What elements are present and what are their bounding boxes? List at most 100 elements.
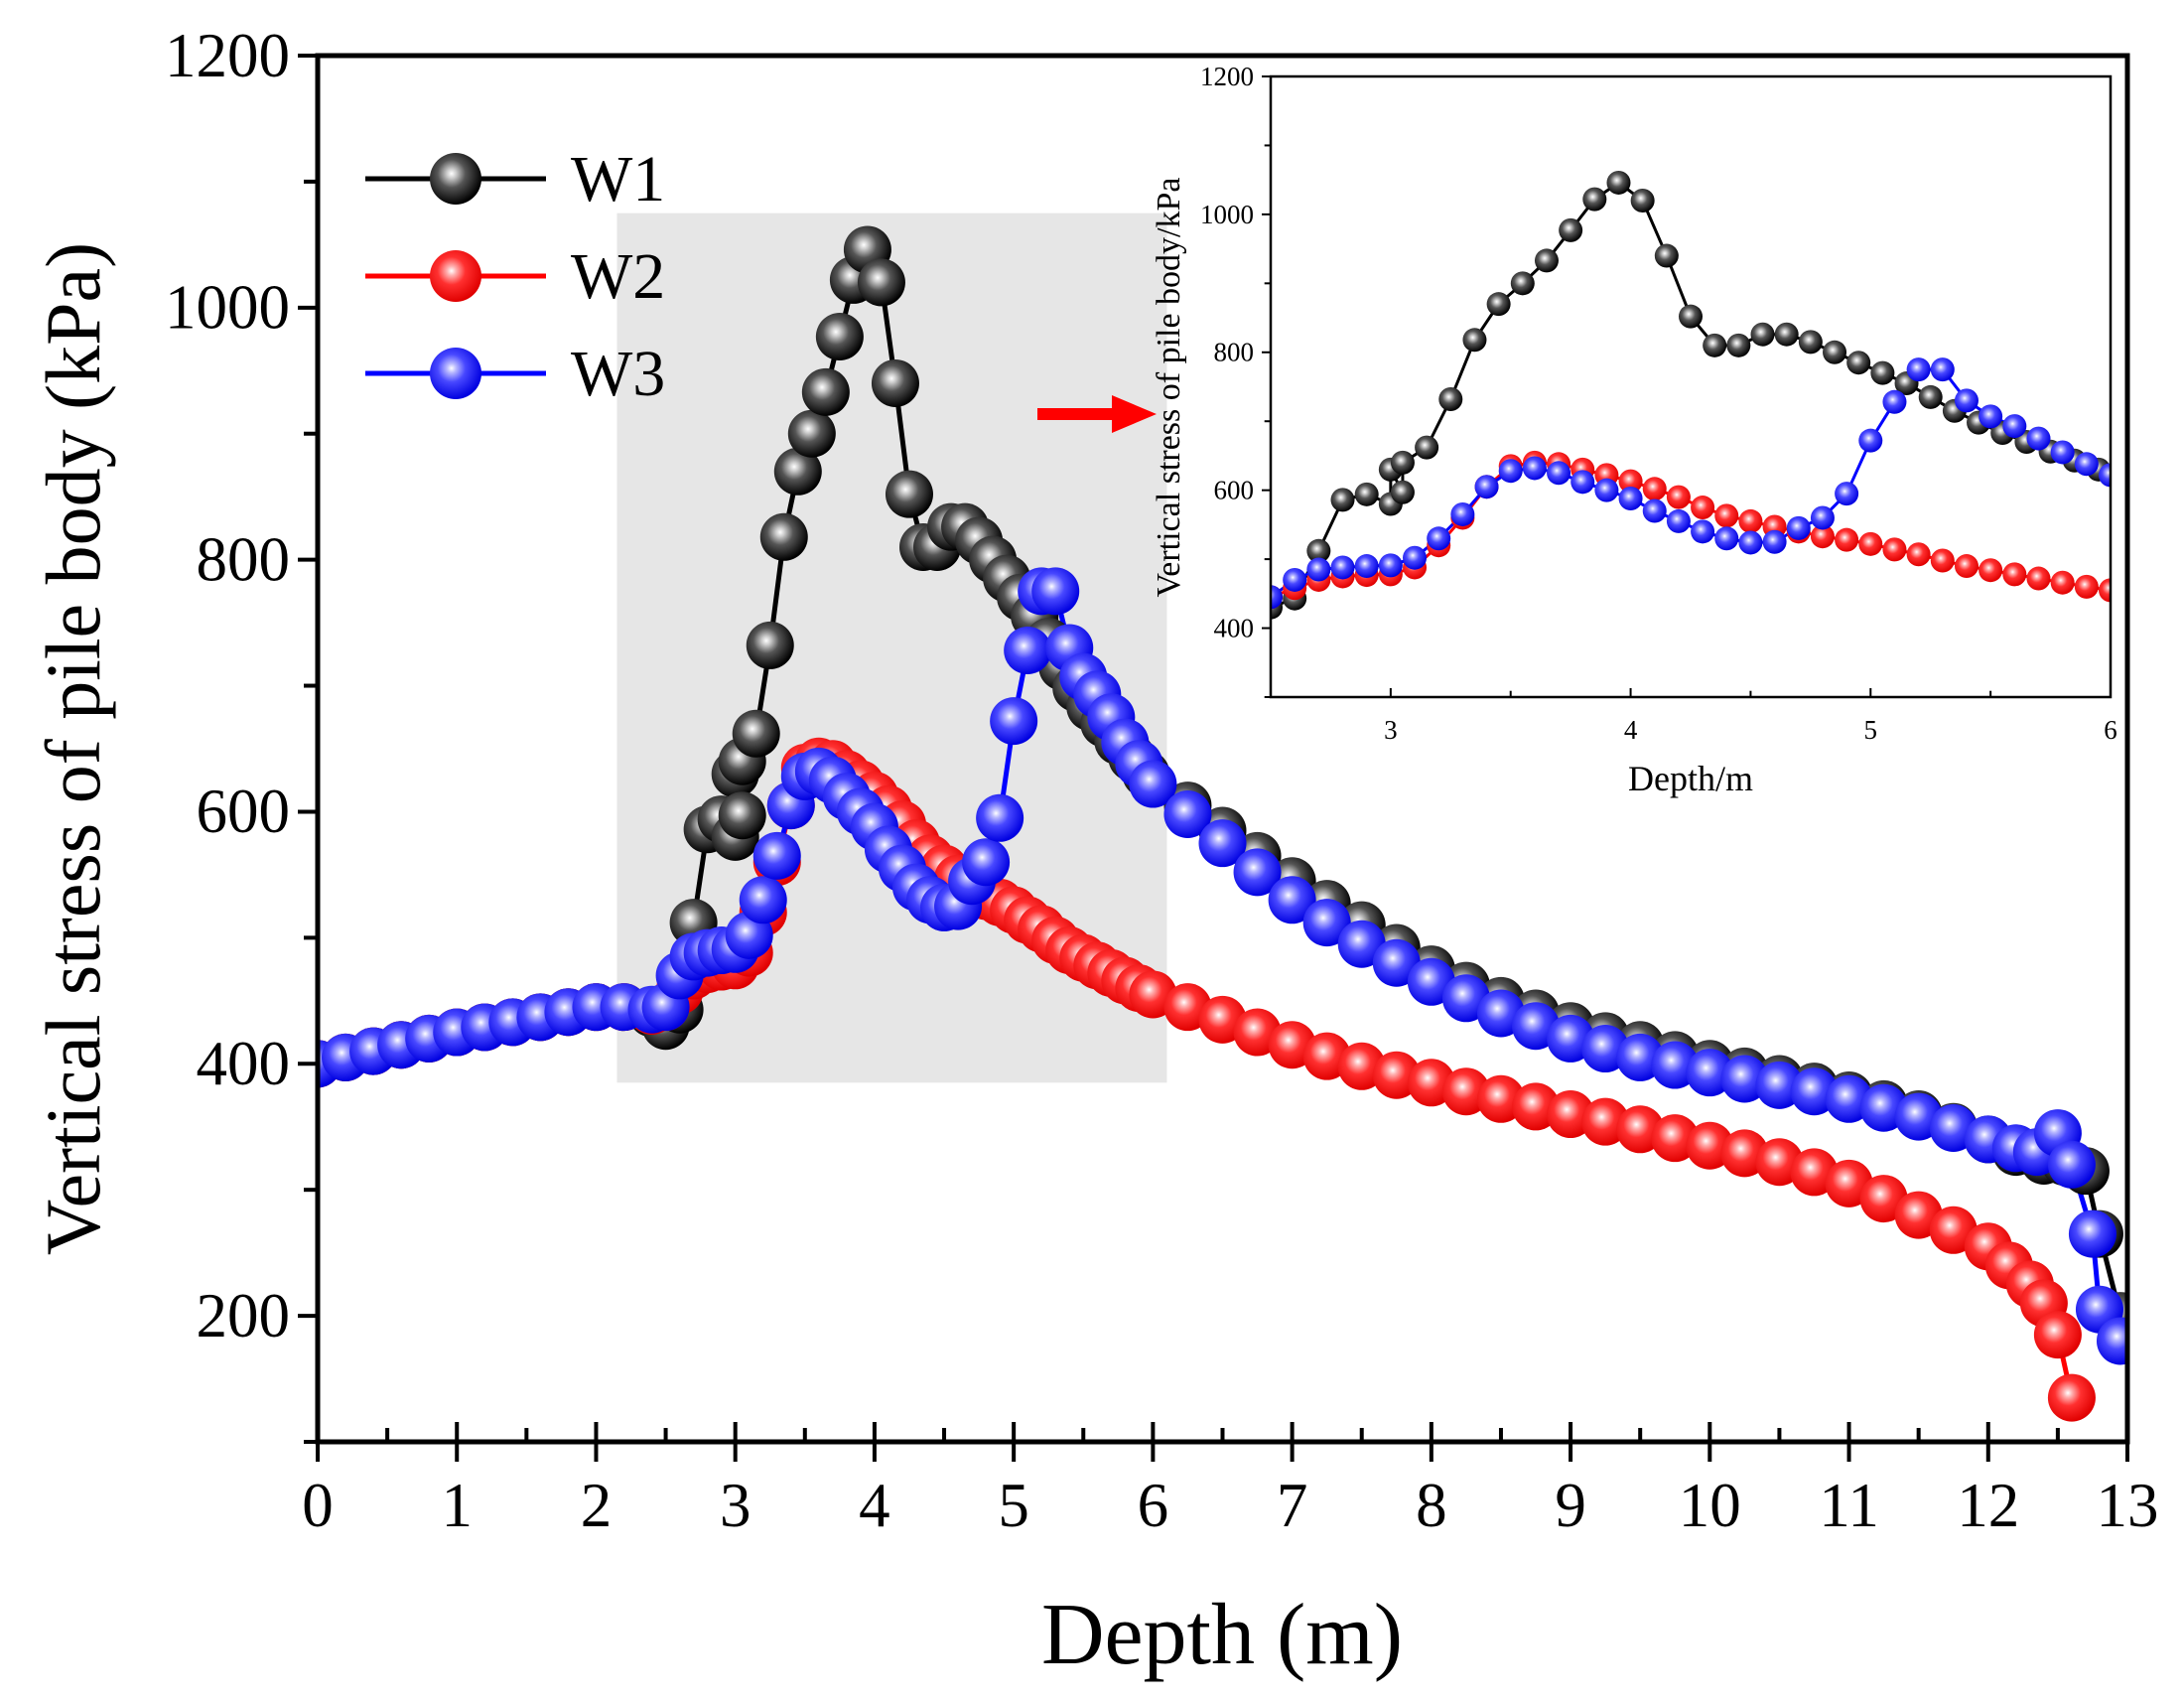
legend-label-W2: W2 [571, 240, 665, 313]
main-x-tick-label: 6 [1138, 1471, 1169, 1540]
inset-data-point-W2 [1618, 469, 1643, 494]
legend-marker-W2 [430, 250, 481, 302]
inset-data-point-W1 [1703, 333, 1727, 357]
inset-data-point-W2 [1738, 508, 1763, 533]
main-y-tick-label: 200 [197, 1281, 291, 1350]
inset-data-point-W1 [1582, 187, 1607, 212]
inset-data-point-W1 [1774, 322, 1799, 347]
main-x-tick-label: 1 [441, 1471, 473, 1540]
inset-data-point-W3 [1858, 428, 1883, 453]
main-x-tick-label: 7 [1277, 1471, 1308, 1540]
inset-data-point-W3 [1882, 389, 1907, 414]
inset-data-point-W1 [1798, 330, 1823, 355]
main-data-point-W1 [871, 358, 919, 407]
inset-data-point-W1 [1679, 304, 1703, 329]
main-x-tick-label: 9 [1555, 1471, 1586, 1540]
inset-data-point-W2 [2099, 578, 2111, 603]
main-x-tick-label: 8 [1416, 1471, 1447, 1540]
inset-background [1271, 76, 2111, 697]
inset-data-point-W1 [1462, 328, 1487, 353]
main-data-point-W3 [1372, 938, 1421, 987]
main-data-point-W3 [1031, 567, 1080, 616]
main-y-tick-label: 1000 [165, 273, 290, 343]
main-x-tick-label: 13 [2097, 1471, 2159, 1540]
inset-x-tick-label: 6 [2104, 715, 2117, 745]
main-y-tick-label: 400 [197, 1029, 291, 1098]
inset-data-point-W3 [1283, 567, 1307, 592]
inset-data-point-W3 [1427, 526, 1451, 551]
inset-data-point-W1 [1870, 360, 1895, 385]
main-data-point-W3 [1302, 899, 1351, 947]
inset-data-point-W1 [1486, 292, 1511, 317]
inset-data-point-W2 [1882, 537, 1907, 562]
inset-data-point-W1 [1330, 488, 1355, 512]
inset-data-point-W3 [1954, 388, 1979, 413]
inset-data-point-W3 [1306, 557, 1331, 582]
inset-data-point-W1 [1630, 189, 1655, 213]
inset-data-point-W3 [1906, 357, 1931, 382]
inset-y-axis-label: Vertical stress of pile body/kPa [1151, 177, 1187, 597]
inset-data-point-W1 [1235, 589, 1259, 613]
main-data-point-W3 [1337, 920, 1386, 968]
main-data-point-W1 [815, 313, 864, 361]
inset-data-point-W1 [1726, 333, 1751, 357]
inset-data-point-W3 [1762, 529, 1787, 554]
y-axis-label: Vertical stress of pile body (kPa) [30, 242, 116, 1255]
main-data-point-W3 [1268, 876, 1316, 924]
inset-data-point-W2 [1714, 503, 1739, 528]
main-data-point-W3 [990, 697, 1038, 746]
inset-data-point-W2 [1930, 548, 1955, 573]
legend-item-W3: W3 [365, 338, 665, 410]
main-data-point-W3 [962, 838, 1011, 887]
inset-data-point-W3 [1378, 553, 1403, 578]
inset-data-point-W1 [1606, 170, 1631, 195]
inset-data-point-W2 [2050, 570, 2075, 595]
inset-data-point-W3 [1979, 404, 2003, 429]
inset-x-tick-label: 3 [1384, 715, 1398, 745]
inset-data-point-W3 [2026, 426, 2051, 451]
main-data-point-W3 [1004, 627, 1052, 675]
inset-data-point-W2 [2002, 562, 2027, 587]
main-data-point-W1 [732, 709, 780, 758]
red-arrow-icon [1037, 395, 1157, 433]
inset-data-point-W2 [1835, 527, 1859, 552]
inset-data-point-W2 [1666, 485, 1691, 509]
x-axis-label: Depth (m) [1041, 1587, 1403, 1683]
main-data-point-W3 [1163, 789, 1212, 838]
inset-x-axis-label: Depth/m [1628, 759, 1753, 798]
inset-data-point-W2 [1642, 477, 1667, 501]
main-data-point-W3 [2096, 1317, 2127, 1365]
inset-data-point-W3 [1354, 554, 1379, 579]
inset-data-point-W3 [1271, 585, 1283, 610]
main-x-tick-label: 2 [581, 1471, 613, 1540]
inset-frame [1269, 74, 2113, 699]
inset-data-point-W2 [2074, 574, 2099, 599]
main-data-point-W2 [2047, 1373, 2096, 1422]
inset-data-point-W3 [1522, 456, 1547, 481]
inset-data-point-W1 [1415, 435, 1439, 460]
inset-data-point-W3 [1738, 530, 1763, 555]
inset-data-point-W1 [1306, 538, 1331, 563]
inset-data-point-W1 [1534, 248, 1559, 273]
inset-data-point-W3 [1450, 501, 1475, 526]
inset-y-tick-label: 1000 [1200, 200, 1254, 229]
inset-data-point-W2 [1810, 524, 1835, 549]
main-y-tick-label: 800 [197, 524, 291, 594]
inset-data-point-W3 [1666, 508, 1691, 533]
inset-data-point-W3 [1835, 482, 1859, 506]
main-data-point-W1 [746, 621, 794, 669]
inset-data-point-W1 [1510, 271, 1535, 296]
inset-data-point-W1 [1918, 384, 1943, 409]
legend: W1 W2 W3 [365, 143, 665, 410]
inset-data-point-W3 [1594, 478, 1619, 502]
inset-data-point-W3 [1930, 357, 1955, 382]
inset-data-point-W2 [1235, 587, 1259, 611]
inset-y-tick-label: 600 [1214, 476, 1255, 505]
main-y-tick-label: 600 [197, 777, 291, 846]
inset-data-point-W3 [1403, 545, 1428, 570]
inset-data-point-W1 [1750, 322, 1775, 347]
legend-label-W3: W3 [571, 338, 665, 410]
main-data-point-W3 [1129, 760, 1177, 808]
main-data-point-W3 [1233, 848, 1282, 897]
